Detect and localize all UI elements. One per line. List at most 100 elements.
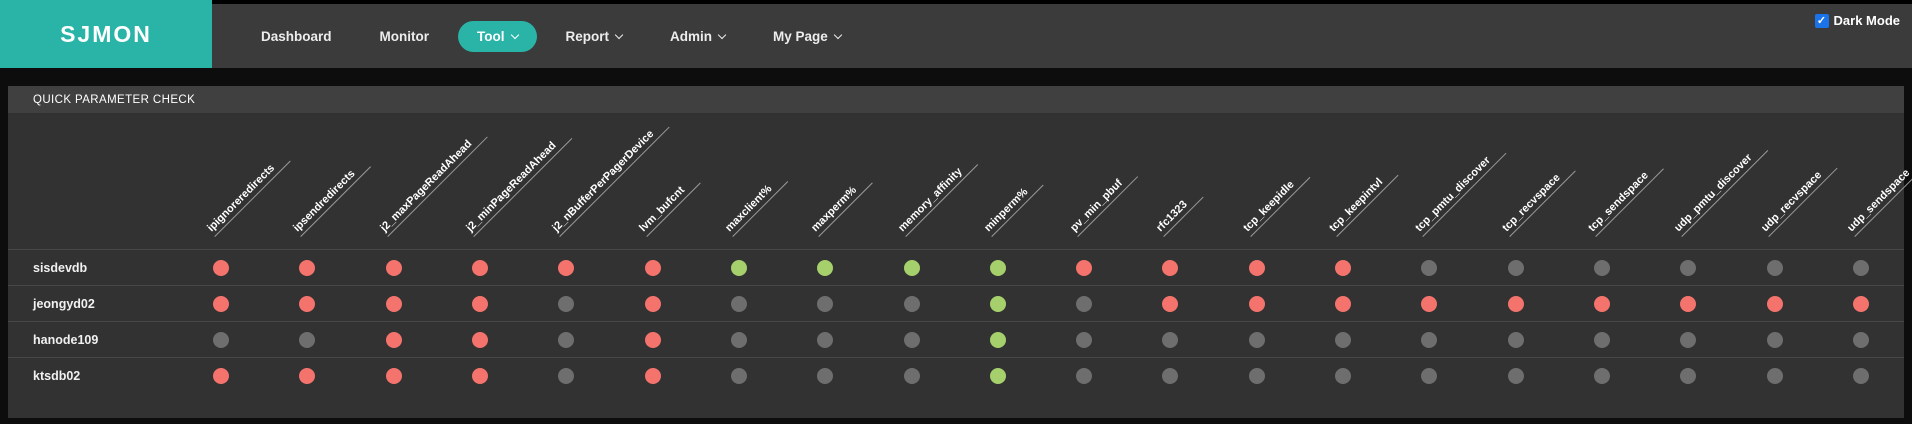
- status-cell-hanode109-j2-maxpagereadahead: [350, 321, 437, 357]
- column-header-udp-sendspace: udp_sendspace: [1818, 113, 1912, 249]
- status-dot-gray: [1852, 259, 1869, 276]
- nav-item-admin[interactable]: Admin: [651, 21, 744, 52]
- status-dot-green: [989, 295, 1006, 312]
- status-dot-gray: [1335, 331, 1352, 348]
- status-cell-hanode109-maxperm-: [782, 321, 869, 357]
- status-dot-red: [472, 259, 489, 276]
- status-dot-gray: [558, 295, 575, 312]
- status-dot-red: [1248, 295, 1265, 312]
- status-cell-sisdevdb-maxperm-: [782, 249, 869, 285]
- status-dot-gray: [903, 331, 920, 348]
- status-dot-gray: [1421, 331, 1438, 348]
- status-cell-sisdevdb-udp-recvspace: [1731, 249, 1818, 285]
- status-cell-ktsdb02-udp-recvspace: [1731, 357, 1818, 393]
- status-cell-jeongyd02-j2-maxpagereadahead: [350, 285, 437, 321]
- status-dot-red: [213, 259, 230, 276]
- status-cell-sisdevdb-j2-minpagereadahead: [436, 249, 524, 285]
- status-dot-red: [1852, 295, 1869, 312]
- chevron-down-icon: [510, 30, 519, 39]
- column-header-ipignoreredirects: ipignoreredirects: [178, 113, 291, 249]
- status-dot-gray: [1076, 331, 1093, 348]
- status-dot-red: [1162, 295, 1179, 312]
- status-cell-jeongyd02-maxclient-: [695, 285, 783, 321]
- status-dot-red: [472, 331, 489, 348]
- column-header-pv-min-pbuf: pv_min_pbuf: [1041, 113, 1139, 249]
- status-dot-gray: [1852, 367, 1869, 384]
- chevron-down-icon: [717, 30, 727, 39]
- status-dot-green: [903, 259, 920, 276]
- status-dot-green: [817, 259, 834, 276]
- status-dot-green: [989, 331, 1006, 348]
- status-cell-jeongyd02-maxperm-: [782, 285, 869, 321]
- status-cell-hanode109-minperm-: [954, 321, 1041, 357]
- status-cell-sisdevdb-ipignoreredirects: [178, 249, 265, 285]
- panel-title: QUICK PARAMETER CHECK: [33, 93, 196, 106]
- nav-item-tool[interactable]: Tool: [458, 20, 537, 52]
- status-cell-sisdevdb-tcp-recvspace: [1472, 249, 1559, 285]
- column-header-minperm-: minperm%: [955, 113, 1044, 249]
- status-dot-red: [213, 367, 230, 384]
- status-dot-gray: [817, 331, 834, 348]
- column-header-tcp-pmtu-discover: tcp_pmtu_discover: [1386, 113, 1507, 249]
- status-cell-jeongyd02-ipignoreredirects: [178, 285, 265, 321]
- status-dot-gray: [730, 367, 747, 384]
- status-cell-jeongyd02-tcp-pmtu-discover: [1386, 285, 1473, 321]
- status-cell-hanode109-tcp-pmtu-discover: [1386, 321, 1473, 357]
- column-header-label: minperm%: [981, 174, 1044, 237]
- status-cell-ktsdb02-j2-maxpagereadahead: [350, 357, 437, 393]
- status-dot-red: [472, 295, 489, 312]
- app-logo[interactable]: SJMON: [0, 0, 212, 68]
- status-dot-red: [558, 259, 575, 276]
- column-header-label: lvm_bufcnt: [636, 172, 701, 237]
- status-cell-ktsdb02-tcp-sendspace: [1558, 357, 1646, 393]
- nav-item-monitor[interactable]: Monitor: [361, 21, 449, 52]
- nav-items: Dashboard Monitor Tool Report Admin My Page: [242, 20, 860, 52]
- status-dot-gray: [1507, 259, 1524, 276]
- status-dot-red: [385, 259, 402, 276]
- nav-item-my-page[interactable]: My Page: [754, 21, 860, 52]
- panel-header: QUICK PARAMETER CHECK: [8, 86, 1904, 113]
- status-dot-red: [1680, 295, 1697, 312]
- status-dot-gray: [1680, 367, 1697, 384]
- status-cell-ktsdb02-j2-nbufferperpagerdevice: [523, 357, 610, 393]
- host-label-ktsdb02: ktsdb02: [8, 357, 178, 393]
- status-cell-sisdevdb-tcp-keepidle: [1213, 249, 1300, 285]
- status-cell-hanode109-udp-sendspace: [1817, 321, 1904, 357]
- status-cell-jeongyd02-tcp-recvspace: [1472, 285, 1559, 321]
- status-dot-gray: [817, 367, 834, 384]
- status-cell-hanode109-tcp-recvspace: [1472, 321, 1559, 357]
- dark-mode-checkbox[interactable]: ✓: [1814, 13, 1829, 28]
- status-dot-red: [299, 367, 316, 384]
- status-cell-sisdevdb-j2-maxpagereadahead: [350, 249, 437, 285]
- status-cell-jeongyd02-pv-min-pbuf: [1041, 285, 1128, 321]
- status-cell-sisdevdb-lvm-bufcnt: [609, 249, 696, 285]
- status-cell-sisdevdb-ipsendredirects: [264, 249, 351, 285]
- status-dot-gray: [1248, 367, 1265, 384]
- column-header-j2-minpagereadahead: j2_minPageReadAhead: [437, 113, 573, 249]
- chevron-down-icon: [614, 30, 624, 39]
- status-cell-hanode109-udp-recvspace: [1731, 321, 1818, 357]
- status-cell-ktsdb02-tcp-keepidle: [1213, 357, 1300, 393]
- status-dot-gray: [1076, 367, 1093, 384]
- status-cell-jeongyd02-lvm-bufcnt: [609, 285, 696, 321]
- status-cell-jeongyd02-tcp-sendspace: [1558, 285, 1646, 321]
- status-cell-sisdevdb-memory-affinity: [868, 249, 955, 285]
- status-dot-red: [299, 295, 316, 312]
- nav-item-report[interactable]: Report: [547, 21, 642, 52]
- status-cell-hanode109-j2-minpagereadahead: [436, 321, 524, 357]
- nav-item-dashboard[interactable]: Dashboard: [242, 21, 351, 52]
- status-cell-sisdevdb-tcp-pmtu-discover: [1386, 249, 1473, 285]
- chevron-down-icon: [833, 30, 843, 39]
- dark-mode-toggle[interactable]: ✓ Dark Mode: [1814, 13, 1900, 28]
- column-header-rfc1323: rfc1323: [1127, 113, 1213, 249]
- host-label-hanode109: hanode109: [8, 321, 178, 357]
- status-cell-ktsdb02-memory-affinity: [868, 357, 955, 393]
- status-cell-hanode109-tcp-sendspace: [1558, 321, 1646, 357]
- status-cell-ktsdb02-j2-minpagereadahead: [436, 357, 524, 393]
- status-dot-red: [213, 295, 230, 312]
- status-dot-gray: [1162, 331, 1179, 348]
- status-dot-red: [1335, 295, 1352, 312]
- parameter-status-matrix: ipignoreredirects ipsendredirects j2_maxPa…: [8, 113, 1912, 393]
- status-cell-sisdevdb-rfc1323: [1127, 249, 1214, 285]
- nav-item-label: Monitor: [379, 28, 430, 44]
